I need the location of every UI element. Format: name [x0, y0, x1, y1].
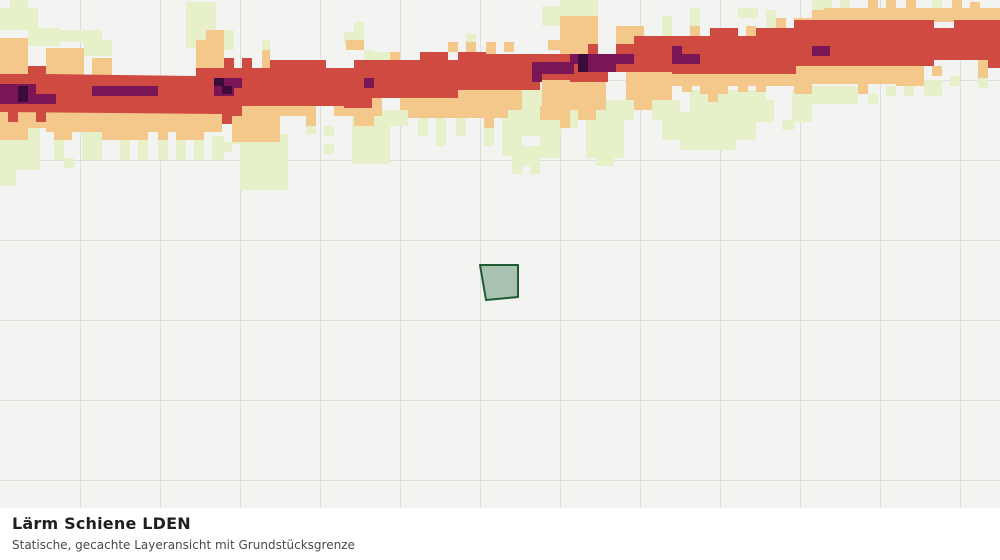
noise-zone-class-3 [0, 20, 1000, 124]
layer-title: Lärm Schiene LDEN [12, 514, 191, 533]
parcel-boundary[interactable] [479, 264, 519, 301]
layer-subtitle: Statische, gecachte Layeransicht mit Gru… [12, 538, 355, 552]
noise-zone-class-5 [18, 54, 588, 102]
map-view[interactable] [0, 0, 1000, 508]
map-caption: Lärm Schiene LDEN Statische, gecachte La… [0, 508, 1000, 560]
noise-zone-class-1 [0, 0, 988, 190]
noise-map [0, 0, 1000, 508]
